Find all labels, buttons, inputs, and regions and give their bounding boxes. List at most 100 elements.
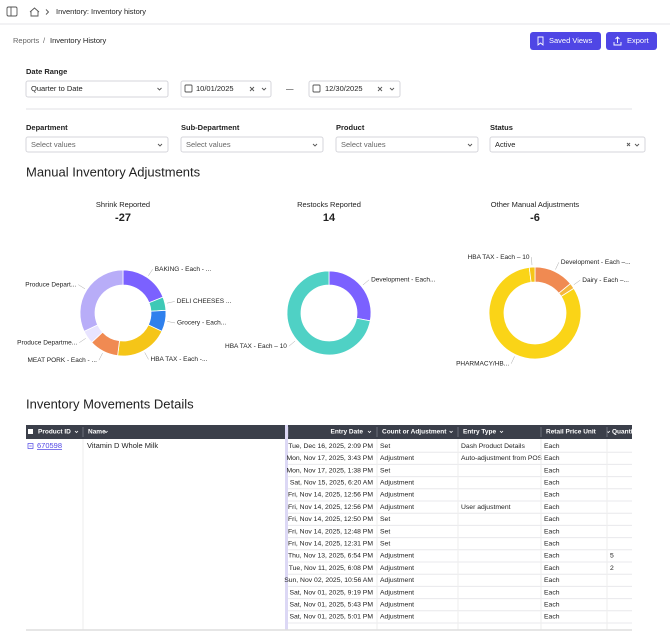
leader-line bbox=[167, 321, 175, 322]
slice-label: Produce Departme... bbox=[17, 340, 77, 347]
leader-line bbox=[555, 262, 558, 269]
donut-slice[interactable] bbox=[80, 270, 123, 331]
kpi-value: -6 bbox=[530, 212, 540, 224]
table-cell: Set bbox=[380, 516, 390, 523]
slice-label: HBA TAX - Each -... bbox=[151, 356, 208, 363]
slice-label: MEAT PORK - Each - ... bbox=[27, 357, 97, 364]
table-cell: Each bbox=[544, 516, 560, 523]
column-header[interactable]: Retail Price Unit bbox=[546, 429, 597, 436]
table-cell: Set bbox=[380, 540, 390, 547]
date-value: 12/30/2025 bbox=[325, 84, 363, 93]
range-separator: — bbox=[286, 84, 294, 93]
table-cell: Each bbox=[544, 553, 560, 560]
kpi-value: -27 bbox=[115, 212, 131, 224]
table-cell: Each bbox=[544, 577, 560, 584]
table-cell: Thu, Nov 13, 2025, 6:54 PM bbox=[288, 553, 373, 560]
slice-label: Grocery - Each... bbox=[177, 320, 226, 327]
slice-label: Development - Each... bbox=[371, 277, 436, 284]
table-cell: Each bbox=[544, 492, 560, 499]
leader-line bbox=[145, 352, 149, 359]
slice-label: Development - Each –... bbox=[561, 259, 631, 266]
donut-slice[interactable] bbox=[329, 271, 371, 321]
nav-title: Inventory: Inventory history bbox=[56, 7, 146, 16]
table-cell: Fri, Nov 14, 2025, 12:48 PM bbox=[288, 528, 373, 535]
donut-slice[interactable] bbox=[123, 270, 163, 303]
leader-line bbox=[99, 353, 103, 360]
table-cell: Adjustment bbox=[380, 553, 414, 560]
table-cell: Tue, Nov 11, 2025, 6:08 PM bbox=[289, 565, 374, 572]
kpi-value: 14 bbox=[323, 212, 336, 224]
table-cell: Sat, Nov 01, 2025, 5:01 PM bbox=[289, 614, 373, 621]
table-cell: User adjustment bbox=[461, 504, 511, 511]
column-header[interactable]: Quantity bbox=[612, 429, 639, 436]
table-cell: Sat, Nov 15, 2025, 6:20 AM bbox=[290, 479, 373, 486]
home-icon[interactable] bbox=[30, 8, 39, 16]
column-header[interactable]: Entry Date bbox=[330, 429, 363, 436]
donut-slice[interactable] bbox=[118, 325, 162, 356]
table-cell: Fri, Nov 14, 2025, 12:50 PM bbox=[288, 516, 373, 523]
table-cell: Adjustment bbox=[380, 601, 414, 608]
column-header[interactable]: Name bbox=[88, 429, 106, 436]
kpi-title: Other Manual Adjustments bbox=[491, 200, 580, 209]
sidebar-toggle[interactable] bbox=[7, 7, 17, 16]
leader-line bbox=[167, 301, 175, 303]
table-cell: Tue, Dec 16, 2025, 2:09 PM bbox=[288, 443, 373, 450]
table-cell: Each bbox=[544, 540, 560, 547]
table-cell: Each bbox=[544, 455, 560, 462]
breadcrumb-separator: / bbox=[43, 36, 46, 45]
filter-label: Product bbox=[336, 123, 365, 132]
filter-label: Department bbox=[26, 123, 68, 132]
select-value: Select values bbox=[186, 140, 231, 149]
table-cell: Set bbox=[380, 467, 390, 474]
leader-line bbox=[78, 285, 85, 289]
table-cell: Each bbox=[544, 504, 560, 511]
leader-line bbox=[574, 280, 580, 285]
column-header[interactable]: Product ID bbox=[38, 429, 71, 436]
product-id-link[interactable]: 670598 bbox=[37, 441, 62, 450]
table-cell: Adjustment bbox=[380, 479, 414, 486]
table-cell: Fri, Nov 14, 2025, 12:56 PM bbox=[288, 504, 373, 511]
table-cell: Adjustment bbox=[380, 614, 414, 621]
slice-label: Produce Depart... bbox=[25, 281, 76, 288]
table-cell: Adjustment bbox=[380, 565, 414, 572]
table-cell: Mon, Nov 17, 2025, 1:38 PM bbox=[286, 467, 373, 474]
button-label: Saved Views bbox=[549, 36, 592, 45]
leader-line bbox=[511, 356, 514, 363]
select-all-checkbox[interactable] bbox=[28, 429, 33, 434]
table-cell: Each bbox=[544, 443, 560, 450]
filter-label: Date Range bbox=[26, 67, 67, 76]
leader-line bbox=[148, 269, 152, 276]
table-cell: Each bbox=[544, 601, 560, 608]
filter-label: Sub-Department bbox=[181, 123, 240, 132]
table-cell: Fri, Nov 14, 2025, 12:56 PM bbox=[288, 492, 373, 499]
kpi-title: Shrink Reported bbox=[96, 200, 150, 209]
table-cell: Adjustment bbox=[380, 577, 414, 584]
column-header[interactable]: Entry Type bbox=[463, 429, 496, 436]
table-cell: Adjustment bbox=[380, 589, 414, 596]
breadcrumb-link[interactable]: Reports bbox=[13, 36, 40, 45]
breadcrumb-current: Inventory History bbox=[50, 36, 107, 45]
select-value: Select values bbox=[341, 140, 386, 149]
table-cell: Set bbox=[380, 528, 390, 535]
product-name: Vitamin D Whole Milk bbox=[87, 441, 158, 450]
table-cell: Auto-adjustment from POS bbox=[461, 455, 543, 462]
select-value: Quarter to Date bbox=[31, 84, 83, 93]
table-cell: Adjustment bbox=[380, 492, 414, 499]
table-cell: Adjustment bbox=[380, 455, 414, 462]
column-header[interactable]: Count or Adjustment bbox=[382, 429, 447, 436]
table-cell: Dash Product Details bbox=[461, 443, 525, 450]
section-title: Inventory Movements Details bbox=[26, 396, 194, 411]
table-cell: Each bbox=[544, 479, 560, 486]
leader-line bbox=[79, 338, 86, 342]
table-cell: Sun, Nov 02, 2025, 10:56 AM bbox=[284, 577, 373, 584]
leader-line bbox=[289, 341, 295, 346]
table-cell: Adjustment bbox=[380, 504, 414, 511]
select-value: Active bbox=[495, 140, 515, 149]
leader-line bbox=[363, 280, 369, 285]
table-cell: 5 bbox=[610, 553, 614, 560]
table-cell: Each bbox=[544, 589, 560, 596]
table-cell: 2 bbox=[610, 565, 614, 572]
date-value: 10/01/2025 bbox=[196, 84, 234, 93]
kpi-title: Restocks Reported bbox=[297, 200, 361, 209]
